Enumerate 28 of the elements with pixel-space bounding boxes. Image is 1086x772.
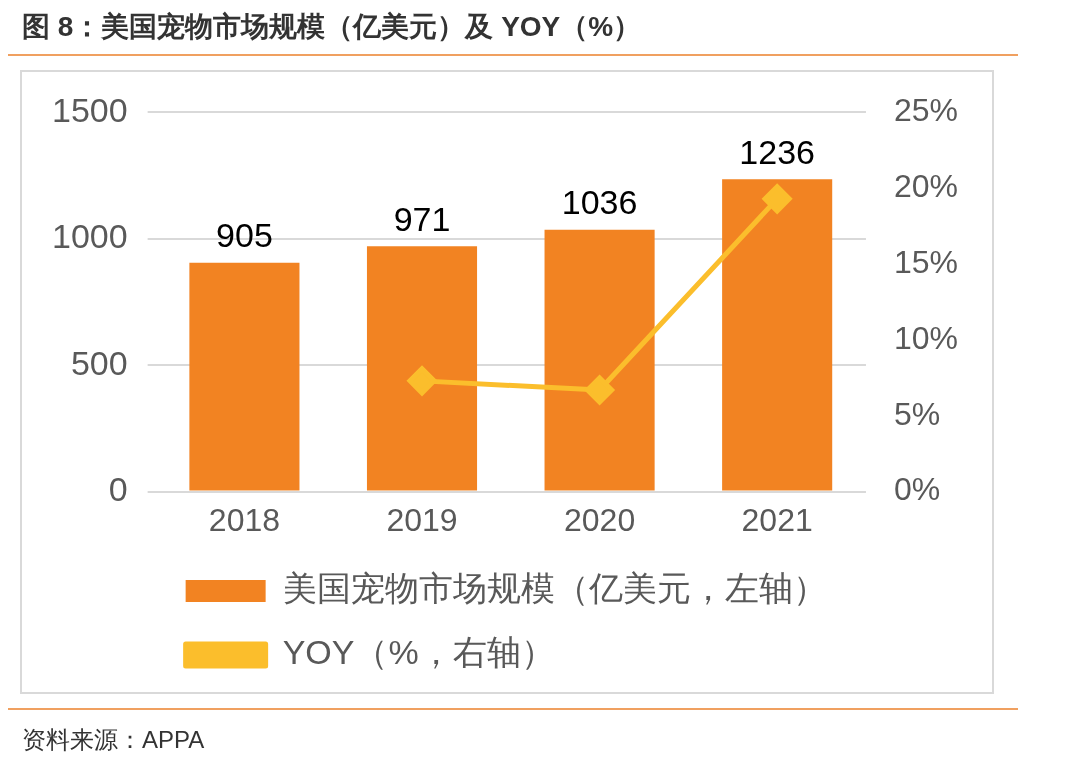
data-label: 971 [393,199,451,238]
x-tick-label: 2019 [386,501,458,538]
text: 资料来源：APPA [22,725,206,755]
legend-label: 美国宠物市场规模（亿美元，左轴） [282,569,827,608]
data-label: 905 [216,216,273,255]
point [585,375,615,405]
y2-tick-label: 0% [893,471,941,508]
y-tick-label: 0 [108,469,128,508]
y2-tick-label: 10% [893,319,958,356]
y2-tick-label: 15% [893,243,958,280]
y-tick-label: 1500 [52,90,128,129]
point [762,184,792,214]
x-tick-label: 2021 [741,501,813,538]
y2-tick-label: 5% [893,395,941,432]
y-tick-label: 500 [70,343,128,382]
x-tick-label: 2020 [563,501,636,538]
data-label: 1236 [739,132,815,171]
data-label: 1036 [561,183,638,222]
y2-tick-label: 20% [893,168,958,205]
legend-label: YOY（%，右轴） [282,633,555,672]
bar [544,229,655,491]
bar [189,262,300,491]
x-tick-label: 2018 [208,501,281,538]
y-tick-label: 1000 [52,217,128,256]
point [407,366,437,396]
y2-tick-label: 25% [893,92,958,129]
bar [722,179,833,491]
chart-title: 图 8：美国宠物市场规模（亿美元）及 YOY（%） [8,8,1018,56]
